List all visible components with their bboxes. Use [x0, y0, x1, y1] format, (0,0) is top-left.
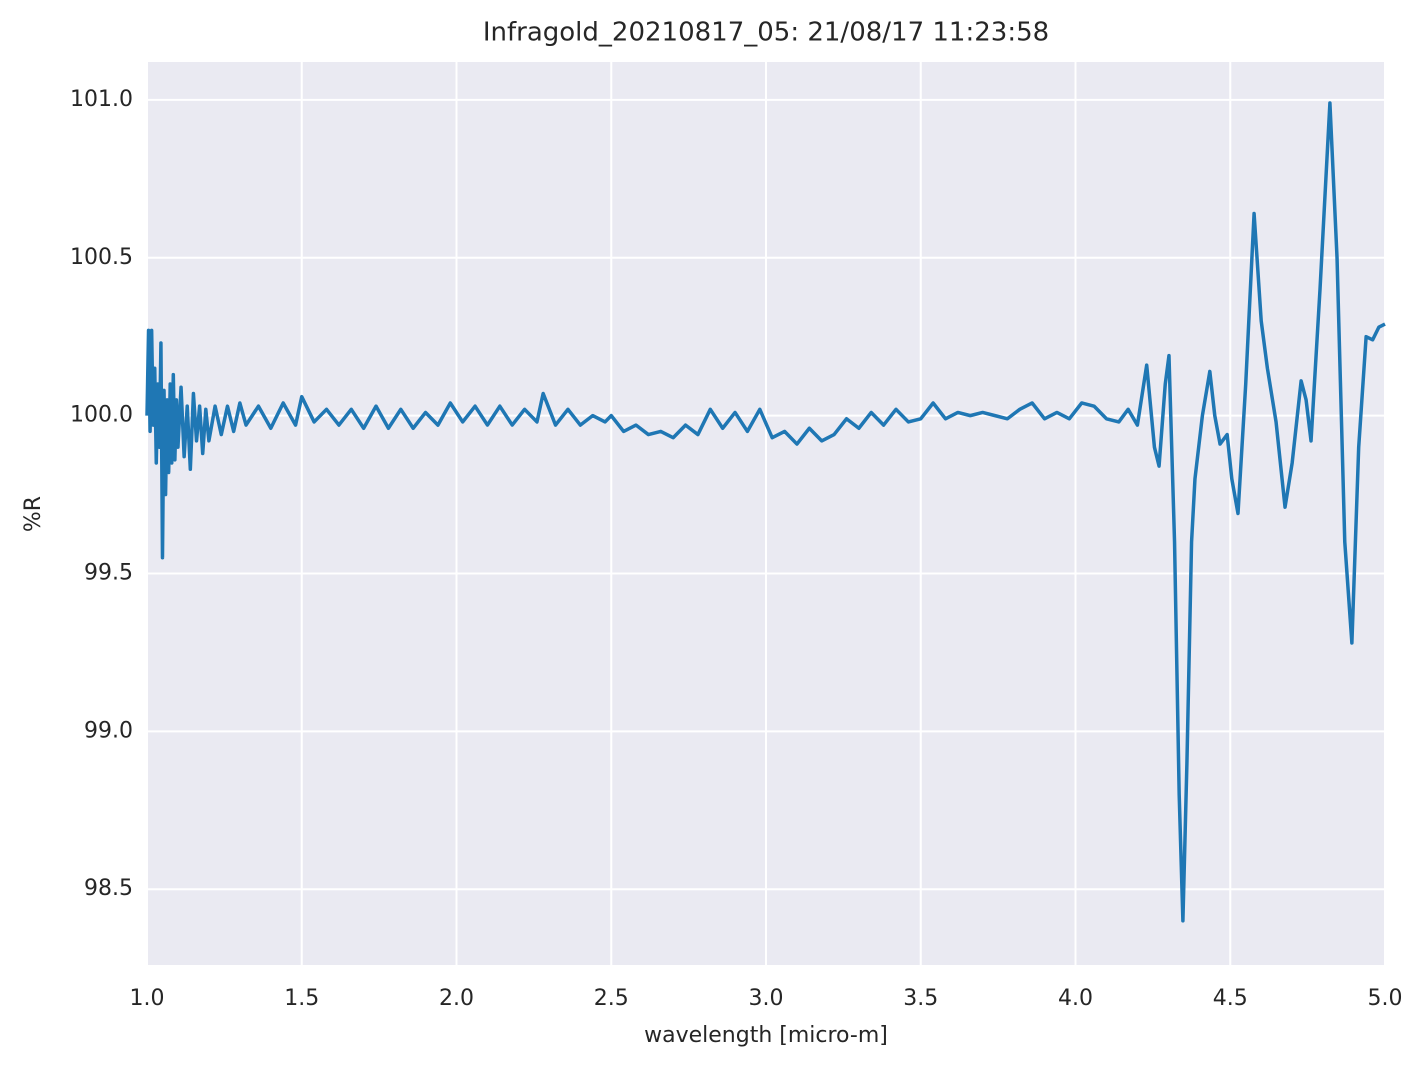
x-tick-label: 1.0	[130, 986, 165, 1011]
y-tick-label: 99.5	[84, 560, 133, 585]
x-tick-label: 3.5	[903, 986, 938, 1011]
data-line	[145, 101, 1386, 923]
y-tick-label: 100.5	[70, 245, 133, 270]
y-tick-label: 101.0	[70, 87, 133, 112]
y-tick-label: 98.5	[84, 876, 133, 901]
x-tick-label: 2.0	[439, 986, 474, 1011]
x-tick-label: 4.0	[1058, 986, 1093, 1011]
y-tick-label: 99.0	[84, 718, 133, 743]
x-tick-label: 1.5	[284, 986, 319, 1011]
x-axis-label: wavelength [micro-m]	[644, 1023, 888, 1048]
y-axis-label: %R	[21, 496, 46, 532]
x-tick-label: 4.5	[1213, 986, 1248, 1011]
x-tick-label: 2.5	[594, 986, 629, 1011]
x-tick-label: 3.0	[749, 986, 784, 1011]
x-tick-label: 5.0	[1368, 986, 1403, 1011]
chart-title: Infragold_20210817_05: 21/08/17 11:23:58	[483, 18, 1049, 48]
y-tick-label: 100.0	[70, 403, 133, 428]
